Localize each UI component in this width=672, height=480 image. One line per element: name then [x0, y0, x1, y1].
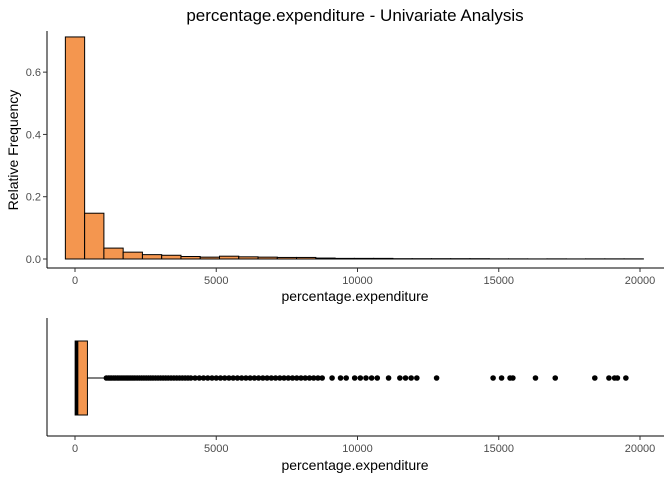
histogram-bar — [257, 256, 278, 260]
histogram-bar — [276, 256, 298, 260]
boxplot-outlier-point — [310, 375, 317, 381]
boxplot-outlier-point — [306, 375, 313, 381]
boxplot-outlier-point — [315, 375, 321, 381]
histogram-bar — [64, 36, 86, 260]
histogram-bars — [64, 36, 644, 260]
boxplot-x-tick-label: 0 — [72, 443, 78, 455]
boxplot-outlier-point — [209, 375, 215, 381]
boxplot-outlier-point — [302, 375, 309, 381]
boxplot-outlier-point — [343, 375, 350, 381]
histogram-x-tick-label: 10000 — [342, 275, 373, 287]
boxplot-outlier-point — [264, 375, 270, 381]
boxplot-outlier-point — [552, 375, 559, 381]
boxplot-outlier-point — [337, 375, 344, 381]
histogram-bar — [199, 256, 220, 260]
boxplot-outlier-point — [196, 375, 203, 381]
histogram-bar — [218, 255, 240, 260]
histogram-y-tick-label: 0.4 — [26, 129, 41, 141]
boxplot-outlier-point — [221, 375, 228, 381]
boxplot-outlier-point — [277, 375, 283, 381]
histogram-y-tick-label: 0.0 — [26, 254, 41, 266]
boxplot-outlier-point — [510, 375, 516, 381]
histogram-bar — [334, 257, 355, 260]
boxplot-outlier-point — [188, 375, 194, 381]
histogram-bar — [180, 256, 201, 260]
boxplot-outlier-point — [251, 375, 258, 381]
histogram-x-tick-label: 20000 — [625, 275, 656, 287]
boxplot-outlier-point — [623, 375, 629, 381]
boxplot-x-tick-label: 10000 — [342, 443, 373, 455]
boxplot-outlier-point — [592, 375, 598, 381]
histogram-x-axis-title: percentage.expenditure — [281, 288, 428, 304]
boxplot-outlier-point — [200, 375, 207, 381]
boxplot-outlier-point — [285, 375, 292, 381]
boxplot-outlier-point — [243, 375, 249, 381]
histogram-bar — [353, 257, 375, 260]
boxplot-outlier-point — [397, 375, 403, 381]
boxplot-outlier-point — [238, 375, 245, 381]
boxplot-outlier-point — [204, 375, 211, 381]
histogram-bar — [122, 251, 143, 260]
histogram-bar — [84, 212, 105, 260]
boxplot-outlier-point — [532, 375, 539, 381]
boxplot-outlier-point — [490, 375, 496, 381]
boxplot-x-tick-label: 20000 — [625, 443, 656, 455]
boxplot-outlier-point — [298, 375, 304, 381]
histogram-y-axis-title: Relative Frequency — [5, 90, 21, 211]
histogram-x-tick-label: 5000 — [204, 275, 228, 287]
boxplot-outlier-point — [319, 375, 325, 381]
boxplot-outlier-point — [226, 375, 232, 381]
boxplot-outlier-point — [351, 375, 358, 381]
boxplot-outlier-point — [255, 375, 262, 381]
boxplot-outlier-point — [192, 375, 198, 381]
histogram-y-tick-label: 0.2 — [26, 192, 41, 204]
boxplot-outlier-point — [374, 375, 381, 381]
boxplot-outlier-point — [230, 375, 236, 381]
boxplot-outlier-point — [281, 375, 287, 381]
boxplot-outlier-point — [272, 375, 279, 381]
boxplot-outlier-point — [498, 375, 505, 381]
histogram-x-ticks: 0 5000 10000 15000 20000 — [72, 268, 655, 287]
boxplot-outlier-point — [213, 375, 220, 381]
boxplot-outliers — [103, 375, 629, 381]
boxplot-panel: 0 5000 10000 15000 20000 — [46, 318, 664, 455]
boxplot-x-axis-title: percentage.expenditure — [281, 457, 428, 473]
boxplot-outlier-point — [234, 375, 241, 381]
boxplot-outlier-point — [268, 375, 275, 381]
boxplot-outlier-point — [414, 375, 420, 381]
boxplot-outlier-point — [606, 375, 612, 381]
histogram-bar — [373, 257, 394, 260]
histogram-panel: 0 5000 10000 15000 20000 0.0 0.2 0.4 0.6 — [26, 31, 664, 287]
histogram-bar — [238, 256, 259, 260]
boxplot-outlier-point — [289, 375, 296, 381]
histogram-title: percentage.expenditure - Univariate Anal… — [186, 6, 523, 25]
boxplot-outlier-point — [357, 375, 364, 381]
boxplot-outlier-point — [614, 375, 621, 381]
histogram-bar — [296, 256, 317, 260]
histogram-bar — [315, 257, 336, 260]
histogram-y-tick-label: 0.6 — [26, 67, 41, 79]
boxplot-outlier-point — [247, 375, 253, 381]
boxplot-elements — [74, 340, 106, 416]
boxplot-outlier-point — [260, 375, 266, 381]
histogram-x-tick-label: 0 — [72, 275, 78, 287]
histogram-bar — [161, 254, 182, 260]
boxplot-x-tick-label: 15000 — [483, 443, 514, 455]
boxplot-outlier-point — [368, 375, 375, 381]
histogram-y-ticks: 0.0 0.2 0.4 0.6 — [26, 67, 47, 266]
boxplot-outlier-point — [408, 375, 414, 381]
boxplot-x-ticks: 0 5000 10000 15000 20000 — [72, 436, 655, 455]
histogram-bar — [103, 247, 124, 260]
boxplot-outlier-point — [217, 375, 224, 381]
boxplot-outlier-point — [293, 375, 300, 381]
histogram-bar — [141, 254, 163, 260]
boxplot-outlier-point — [433, 375, 440, 381]
boxplot-outlier-point — [363, 375, 369, 381]
boxplot-outlier-point — [385, 375, 392, 381]
boxplot-outlier-point — [402, 375, 409, 381]
boxplot-x-tick-label: 5000 — [204, 443, 228, 455]
boxplot-outlier-point — [329, 375, 335, 381]
histogram-x-tick-label: 15000 — [483, 275, 514, 287]
